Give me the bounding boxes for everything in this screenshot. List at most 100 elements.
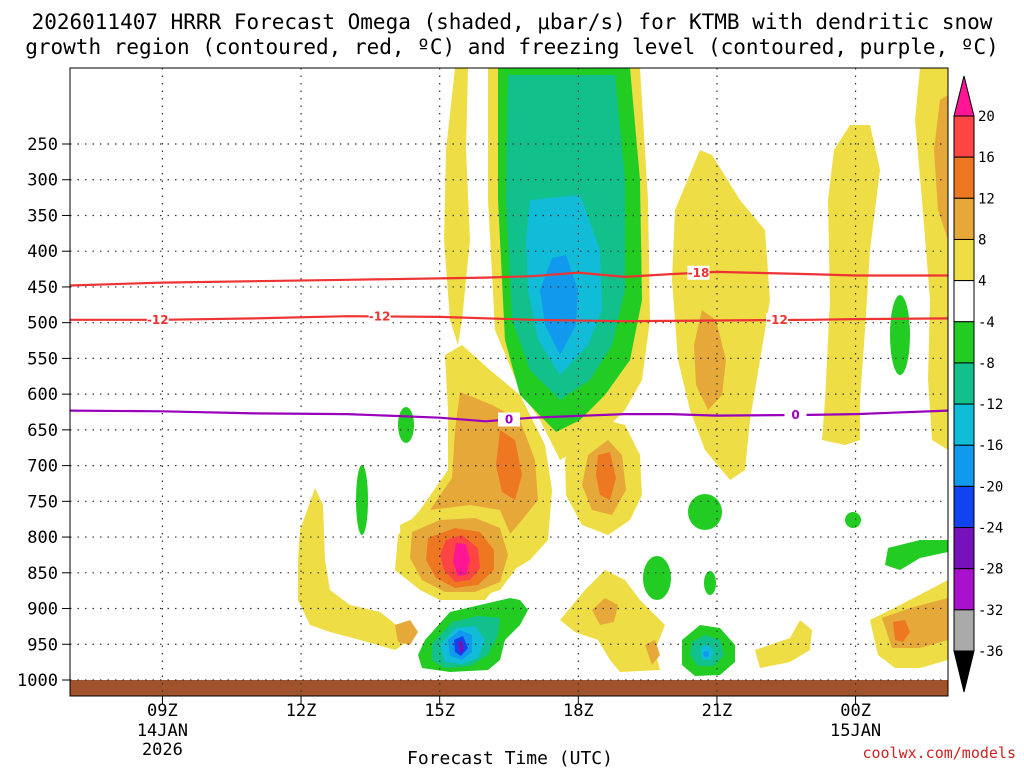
omega-region-green-1930z (643, 556, 671, 600)
omega-region-green-2130z (704, 571, 716, 595)
omega-region-green-2330z (845, 512, 861, 528)
colorbar-box-4 (953, 280, 975, 323)
y-tick-label-800: 800 (27, 528, 58, 548)
colorbar: 20 16 12 8 4 -4 -8 -12 -16 -20 -24 -28 -32 -36 (953, 75, 1003, 693)
omega-region-blue-plume (540, 255, 578, 355)
y-tick-label-350: 350 (27, 206, 58, 226)
colorbar-label--24: -24 (978, 521, 1003, 537)
colorbar-box-6 (953, 362, 975, 405)
y-tick-label-600: 600 (27, 385, 58, 405)
x-tick-label-15Z: 15Z (424, 701, 455, 721)
omega-region-orange-21z (694, 310, 726, 410)
contour-label-0-0: 0 (505, 413, 513, 427)
colorbar-box-5 (953, 321, 975, 364)
colorbar-box-3 (953, 238, 975, 282)
y-tick-label-700: 700 (27, 457, 58, 477)
contour-line--18 (69, 270, 948, 287)
contour-label--12-2: -12 (766, 313, 788, 327)
contour-line--12 (70, 315, 949, 323)
colorbar-box-11 (953, 568, 975, 611)
y-tick-label-650: 650 (27, 421, 58, 441)
x-tick-year-09Z: 2026 (142, 740, 183, 760)
y-tick-label-900: 900 (27, 600, 58, 620)
x-tick-label-21Z: 21Z (702, 701, 733, 721)
chart-title-line2: growth region (contoured, red, ºC) and f… (25, 35, 999, 59)
colorbar-label--36: -36 (978, 644, 1003, 660)
omega-region-green-1330z (398, 407, 414, 443)
credit-text: coolwx.com/models (862, 744, 1016, 762)
colorbar-label-4: 4 (978, 274, 986, 290)
x-tick-date-00Z: 15JAN (830, 721, 881, 741)
colorbar-label--20: -20 (978, 479, 1003, 495)
y-tick-label-750: 750 (27, 492, 58, 512)
omega-region-green-0015z (890, 295, 910, 375)
y-tick-label-850: 850 (27, 564, 58, 584)
omega-region-yellow-21z (672, 150, 770, 480)
y-tick-label-400: 400 (27, 242, 58, 262)
omega-region-yellow-15z-upper (444, 68, 470, 345)
contour-line-0 (69, 409, 949, 423)
x-tick-date-09Z: 14JAN (137, 721, 188, 741)
contour-lines: -18 -12 -12 -12 0 0 (69, 265, 949, 427)
y-tick-label-1000: 1000 (17, 671, 58, 691)
omega-region-pink-15z-low (453, 543, 470, 576)
colorbar-label-16: 16 (978, 150, 995, 166)
omega-region-green-2040z (688, 494, 722, 530)
contour-label-bg-0-1 (784, 407, 807, 422)
colorbar-box-2 (953, 197, 975, 240)
colorbar-label--12: -12 (978, 397, 1003, 413)
y-tick-label-950: 950 (27, 635, 58, 655)
omega-region-yellow-11z-low (298, 488, 410, 650)
omega-region-orange-19z-low (645, 640, 660, 665)
contour-label-bg--12-2 (766, 313, 789, 328)
x-tick-label-09Z: 09Z (147, 701, 178, 721)
colorbar-label-12: 12 (978, 191, 995, 207)
contour-label-0-1: 0 (791, 408, 799, 422)
colorbar-box-0 (953, 115, 975, 158)
x-tick-label-12Z: 12Z (286, 701, 317, 721)
colorbar-box-7 (953, 403, 975, 446)
contour-label--12-1: -12 (369, 309, 391, 323)
omega-region-green-0030z (885, 540, 948, 570)
colorbar-box-10 (953, 527, 975, 570)
contour-label--12-0: -12 (147, 313, 169, 327)
omega-region-orange-14z-low (395, 620, 418, 645)
colorbar-label--8: -8 (978, 356, 995, 372)
contour-label--18-0: -18 (688, 266, 710, 280)
plot-frame (69, 67, 949, 697)
colorbar-box-12 (953, 609, 975, 652)
x-axis-label: Forecast Time (UTC) (407, 748, 613, 768)
colorbar-label--28: -28 (978, 562, 1003, 578)
colorbar-box-1 (953, 156, 975, 199)
colorbar-label-8: 8 (978, 232, 986, 248)
omega-region-yellow-00z (822, 125, 880, 445)
contour-label-bg-0-0 (498, 412, 520, 427)
colorbar-label--16: -16 (978, 438, 1003, 454)
colorbar-label--32: -32 (978, 603, 1003, 619)
omega-region-blue-20z-low (703, 651, 709, 657)
y-tick-label-450: 450 (27, 278, 58, 298)
omega-region-darkorange-00z-low (893, 620, 910, 642)
colorbar-bottom-triangle (953, 650, 975, 693)
colorbar-box-8 (953, 444, 975, 487)
x-tick-label-00Z: 00Z (840, 701, 871, 721)
omega-region-orange-18z-low (592, 598, 618, 625)
omega-region-darkorange-16z (496, 430, 522, 500)
colorbar-label--4: -4 (978, 315, 995, 331)
y-tick-label-500: 500 (27, 314, 58, 334)
y-axis-ticks: 250 300 350 400 450 500 550 600 650 700 750 800 850 9… (17, 135, 70, 691)
omega-region-orange-right-edge (934, 95, 948, 240)
omega-region-darkorange-18z (596, 452, 616, 500)
colorbar-box-9 (953, 485, 975, 529)
colorbar-label-20: 20 (978, 109, 995, 125)
y-tick-label-250: 250 (27, 135, 58, 155)
omega-shading (298, 68, 948, 676)
x-tick-label-18Z: 18Z (563, 701, 594, 721)
omega-region-green-1330z-low (356, 465, 368, 535)
chart-title-line1: 2026011407 HRRR Forecast Omega (shaded, … (32, 10, 993, 34)
omega-region-purple-15z-low (458, 641, 464, 653)
y-tick-label-300: 300 (27, 171, 58, 191)
y-tick-label-550: 550 (27, 349, 58, 369)
